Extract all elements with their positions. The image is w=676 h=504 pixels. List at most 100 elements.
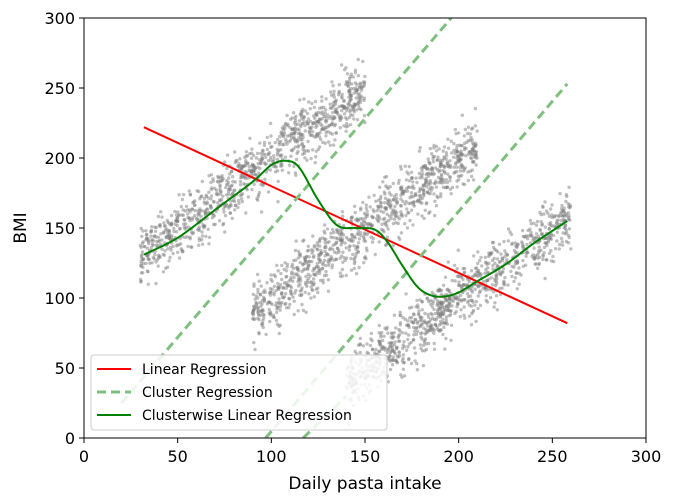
scatter-point: [313, 99, 318, 104]
scatter-point: [420, 214, 424, 218]
scatter-point: [405, 226, 410, 230]
scatter-point: [535, 219, 540, 224]
scatter-point: [323, 111, 327, 116]
scatter-point: [163, 224, 167, 228]
scatter-point: [324, 115, 328, 119]
scatter-point: [382, 230, 386, 234]
scatter-point: [356, 101, 360, 106]
scatter-point: [218, 199, 222, 203]
scatter-point: [353, 349, 357, 354]
scatter-point: [286, 124, 290, 128]
scatter-point: [238, 157, 242, 161]
scatter-point: [300, 302, 304, 307]
scatter-point: [332, 103, 336, 108]
scatter-point: [294, 173, 298, 177]
scatter-point: [399, 193, 403, 197]
scatter-point: [548, 223, 553, 227]
scatter-point: [403, 189, 407, 194]
scatter-point: [244, 150, 249, 154]
scatter-point: [362, 113, 367, 118]
scatter-point: [289, 285, 294, 290]
scatter-point: [193, 208, 197, 213]
scatter-point: [363, 74, 367, 79]
scatter-point: [468, 138, 473, 143]
scatter-point: [243, 155, 247, 160]
scatter-point: [245, 188, 249, 192]
scatter-point: [354, 251, 358, 255]
scatter-point: [280, 277, 284, 282]
scatter-point: [478, 303, 483, 308]
scatter-point: [413, 329, 417, 333]
scatter-point: [259, 304, 263, 308]
scatter-point: [557, 242, 562, 247]
scatter-point: [300, 286, 304, 290]
scatter-point: [441, 305, 445, 310]
scatter-point: [485, 278, 489, 283]
scatter-point: [443, 309, 447, 313]
scatter-point: [379, 201, 383, 205]
scatter-point: [200, 238, 204, 242]
scatter-point: [330, 132, 334, 136]
scatter-point: [393, 204, 397, 209]
scatter-point: [171, 251, 175, 256]
scatter-point: [524, 263, 528, 267]
scatter-point: [326, 263, 331, 268]
scatter-point: [298, 98, 302, 102]
scatter-point: [545, 258, 549, 262]
scatter-point: [335, 240, 339, 244]
scatter-point: [145, 254, 150, 258]
scatter-point: [275, 322, 279, 326]
scatter-point: [419, 318, 424, 322]
scatter-point: [371, 208, 375, 212]
scatter-point: [218, 187, 222, 191]
scatter-point: [438, 161, 443, 165]
scatter-point: [470, 152, 474, 156]
scatter-point: [377, 323, 381, 328]
scatter-point: [238, 193, 243, 198]
scatter-point: [436, 175, 441, 180]
scatter-point: [274, 318, 279, 323]
scatter-point: [438, 328, 442, 332]
scatter-point: [515, 271, 519, 275]
scatter-point: [276, 137, 280, 142]
scatter-point: [567, 185, 571, 189]
scatter-point: [485, 262, 489, 266]
scatter-point: [293, 130, 297, 134]
scatter-points: [138, 57, 573, 427]
scatter-point: [257, 279, 261, 283]
scatter-point: [473, 106, 478, 111]
scatter-point: [349, 268, 354, 272]
scatter-point: [418, 186, 422, 191]
scatter-point: [328, 102, 332, 107]
scatter-point: [432, 331, 436, 335]
scatter-point: [284, 286, 288, 290]
scatter-point: [244, 211, 248, 215]
scatter-point: [234, 159, 238, 163]
scatter-point: [480, 264, 484, 268]
scatter-point: [295, 151, 299, 156]
scatter-point: [334, 131, 338, 135]
scatter-point: [340, 231, 344, 236]
scatter-point: [152, 257, 156, 261]
scatter-point: [142, 244, 146, 249]
scatter-point: [300, 141, 305, 146]
scatter-point: [461, 164, 465, 168]
scatter-point: [344, 82, 348, 87]
scatter-point: [261, 156, 265, 161]
scatter-point: [354, 88, 358, 93]
scatter-point: [431, 154, 435, 159]
scatter-point: [383, 326, 387, 330]
scatter-point: [312, 245, 317, 249]
scatter-point: [444, 304, 449, 308]
scatter-point: [333, 108, 337, 112]
scatter-point: [265, 281, 269, 285]
scatter-point: [473, 303, 477, 307]
scatter-point: [262, 143, 267, 147]
scatter-point: [407, 164, 411, 169]
scatter-point: [331, 228, 335, 232]
scatter-point: [161, 252, 165, 256]
scatter-point: [294, 266, 299, 270]
scatter-point: [408, 196, 412, 200]
scatter-point: [469, 156, 473, 160]
scatter-point: [409, 191, 414, 195]
